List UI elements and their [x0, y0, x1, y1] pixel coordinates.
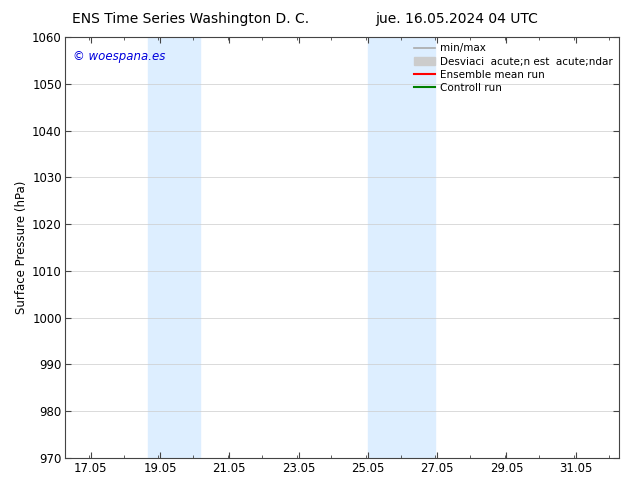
Text: ENS Time Series Washington D. C.: ENS Time Series Washington D. C.	[72, 12, 309, 26]
Y-axis label: Surface Pressure (hPa): Surface Pressure (hPa)	[15, 181, 28, 314]
Text: © woespana.es: © woespana.es	[73, 50, 165, 63]
Bar	[148, 37, 200, 458]
Text: jue. 16.05.2024 04 UTC: jue. 16.05.2024 04 UTC	[375, 12, 538, 26]
Legend: min/max, Desviaci  acute;n est  acute;ndar, Ensemble mean run, Controll run: min/max, Desviaci acute;n est acute;ndar…	[410, 39, 617, 97]
Bar	[368, 37, 436, 458]
